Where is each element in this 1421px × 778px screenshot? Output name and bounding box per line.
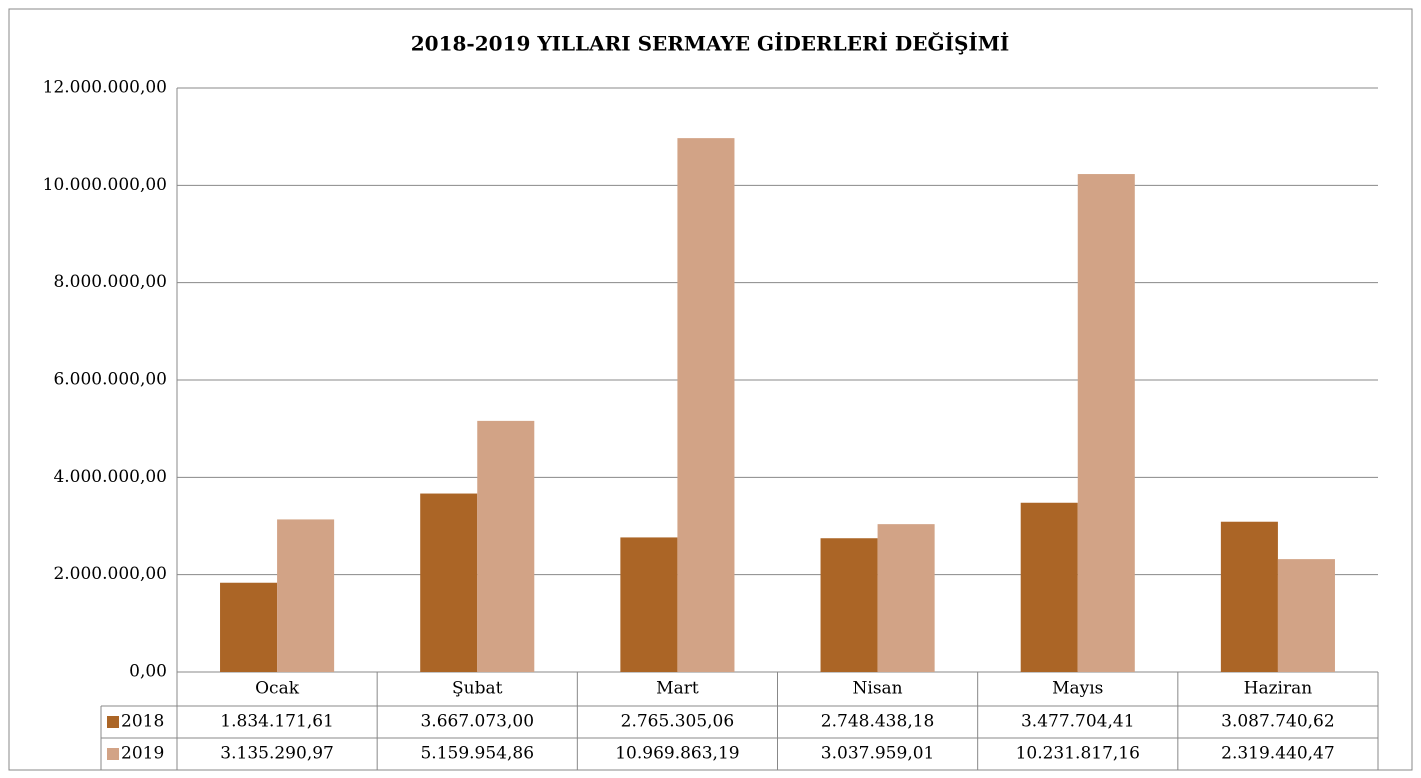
bar [620, 537, 678, 672]
y-tick-label: 4.000.000,00 [53, 467, 167, 487]
x-tick-label: Haziran [1244, 679, 1313, 699]
bar [1077, 174, 1135, 672]
x-tick-label: Şubat [452, 679, 503, 699]
table-value: 10.231.817,16 [1016, 744, 1140, 764]
bar [1277, 559, 1335, 672]
bar [220, 582, 278, 672]
y-tick-label: 6.000.000,00 [53, 370, 167, 390]
legend-label: 2018 [121, 712, 164, 732]
x-tick-label: Ocak [255, 679, 300, 699]
bar [1220, 521, 1278, 672]
bar [477, 420, 535, 672]
y-tick-label: 2.000.000,00 [53, 564, 167, 584]
table-value: 3.477.704,41 [1021, 712, 1135, 732]
y-tick-label: 8.000.000,00 [53, 272, 167, 292]
table-value: 1.834.171,61 [220, 712, 334, 732]
bar [877, 524, 935, 672]
legend-key [107, 748, 119, 760]
y-tick-label: 0,00 [129, 662, 167, 682]
y-tick-label: 12.000.000,00 [43, 78, 167, 98]
bar [1020, 502, 1078, 672]
table-value: 3.135.290,97 [220, 744, 334, 764]
chart-title: 2018-2019 YILLARI SERMAYE GİDERLERİ DEĞİ… [411, 31, 1009, 56]
legend-label: 2019 [121, 744, 164, 764]
table-value: 3.037.959,01 [821, 744, 935, 764]
table-value: 3.087.740,62 [1221, 712, 1335, 732]
legend-key [107, 716, 119, 728]
x-tick-label: Nisan [853, 679, 903, 699]
bar [677, 138, 735, 673]
bar [820, 538, 878, 672]
x-tick-label: Mart [656, 679, 699, 699]
bar [277, 519, 335, 672]
bar [420, 493, 478, 672]
x-tick-label: Mayıs [1052, 679, 1103, 699]
table-value: 10.969.863,19 [615, 744, 739, 764]
table-value: 2.765.305,06 [621, 712, 735, 732]
table-value: 2.748.438,18 [821, 712, 935, 732]
y-tick-label: 10.000.000,00 [43, 175, 167, 195]
table-value: 5.159.954,86 [420, 744, 534, 764]
table-value: 2.319.440,47 [1221, 744, 1335, 764]
table-value: 3.667.073,00 [420, 712, 534, 732]
